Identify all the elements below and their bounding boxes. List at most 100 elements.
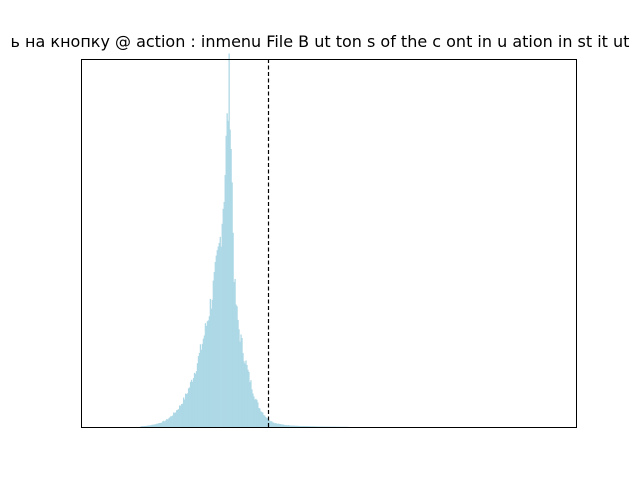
histogram-bar-95 [234, 278, 236, 427]
histogram-bar-173 [311, 426, 313, 427]
histogram-bar-146 [284, 425, 287, 427]
histogram-bar-145 [283, 424, 286, 427]
histogram-bar-156 [294, 425, 297, 427]
histogram-bar-19 [159, 422, 161, 427]
histogram-bar-46 [185, 393, 188, 427]
histogram-bar-72 [211, 299, 213, 427]
histogram-bar-7 [147, 425, 149, 427]
histogram-bar-39 [179, 405, 181, 427]
histogram-bar-54 [193, 372, 196, 427]
histogram-bar-110 [249, 382, 251, 427]
histogram-bar-149 [287, 425, 290, 427]
histogram-bar-78 [217, 246, 219, 427]
histogram-bar-27 [167, 419, 169, 427]
histogram-bar-178 [316, 426, 318, 427]
histogram-bar-6 [146, 425, 148, 427]
histogram-bar-109 [248, 371, 250, 427]
histogram-bar-12 [152, 424, 154, 427]
histogram-bar-91 [230, 148, 232, 427]
histogram-bar-65 [204, 323, 207, 427]
histogram-bar-35 [175, 412, 177, 427]
histogram-bar-88 [227, 120, 229, 427]
histogram-bar-34 [174, 412, 176, 427]
histogram-bar-143 [281, 424, 284, 427]
histogram-bar-26 [166, 418, 168, 427]
histogram-bar-154 [292, 425, 295, 427]
histogram-bar-118 [257, 402, 259, 427]
chart-title: ь на кнопку @ action : inmenu File B ut … [10, 32, 630, 51]
histogram-bar-83 [222, 208, 224, 427]
histogram-bar-53 [192, 378, 195, 427]
histogram-bar-113 [252, 393, 254, 427]
histogram-bar-116 [255, 398, 257, 427]
histogram-bar-38 [178, 409, 180, 427]
histogram-bar-163 [301, 425, 304, 427]
histogram-bar-148 [286, 425, 289, 427]
histogram-bar-172 [310, 426, 312, 427]
histogram-bar-142 [280, 424, 283, 427]
histogram-bar-141 [279, 424, 282, 427]
histogram-bar-70 [209, 298, 211, 427]
histogram-bar-128 [267, 418, 269, 427]
histogram-bar-90 [229, 129, 231, 427]
histogram-bar-104 [243, 361, 245, 427]
histogram-bar-76 [215, 255, 217, 427]
histogram-bar-9 [149, 425, 151, 427]
histogram-bar-122 [261, 411, 263, 427]
histogram-bar-134 [273, 422, 275, 427]
histogram-bar-33 [173, 412, 175, 427]
histogram-bar-99 [238, 329, 240, 427]
histogram-bar-133 [272, 422, 274, 427]
histogram-bar-1 [141, 426, 143, 427]
histogram-bar-174 [312, 426, 314, 427]
histogram-bar-182 [320, 426, 322, 427]
histogram-bar-119 [258, 407, 260, 427]
histogram-bar-170 [308, 426, 310, 427]
histogram-bar-62 [201, 343, 204, 427]
histogram-bar-140 [279, 423, 281, 427]
histogram-bar-158 [296, 425, 299, 427]
histogram-bar-81 [220, 246, 222, 427]
histogram-bar-37 [177, 409, 179, 427]
histogram-bar-58 [197, 356, 200, 427]
histogram-bar-125 [264, 415, 266, 427]
histogram-bar-48 [187, 388, 190, 427]
histogram-bar-40 [180, 405, 182, 427]
histogram-bar-20 [160, 422, 162, 427]
histogram-bar-121 [260, 411, 262, 427]
histogram-bar-75 [214, 261, 216, 427]
histogram-bar-10 [150, 425, 152, 427]
histogram-bar-63 [202, 338, 205, 427]
histogram-bar-31 [171, 416, 173, 427]
histogram-bar-87 [226, 113, 228, 428]
histogram-bar-61 [200, 349, 203, 427]
histogram-bar-89 [228, 53, 230, 427]
histogram-bar-55 [194, 373, 197, 427]
histogram-bar-23 [163, 420, 165, 427]
histogram-bar-16 [156, 423, 158, 427]
histogram-bar-32 [172, 415, 174, 427]
histogram-bar-45 [184, 393, 187, 427]
histogram-bar-59 [198, 352, 201, 427]
histogram-bar-43 [182, 397, 185, 427]
histogram-bar-124 [263, 415, 265, 427]
histogram-bars [140, 53, 349, 428]
histogram-bar-84 [223, 201, 225, 427]
histogram-bar-92 [231, 182, 233, 427]
histogram-bar-179 [317, 426, 319, 427]
histogram-bar-69 [208, 316, 210, 427]
histogram-bar-97 [236, 306, 238, 427]
histogram-bar-98 [237, 319, 239, 427]
histogram-bar-14 [154, 424, 156, 427]
histogram-bar-8 [148, 425, 150, 427]
histogram-bar-29 [169, 417, 171, 427]
histogram-bar-13 [153, 424, 155, 427]
histogram-bar-44 [183, 399, 186, 427]
histogram-bar-105 [244, 363, 246, 427]
histogram-bar-150 [288, 425, 291, 427]
histogram-bar-96 [235, 304, 237, 427]
histogram-bar-68 [207, 320, 210, 427]
histogram-bar-131 [270, 421, 272, 427]
histogram-bar-64 [203, 335, 206, 427]
histogram-bar-153 [291, 425, 294, 427]
